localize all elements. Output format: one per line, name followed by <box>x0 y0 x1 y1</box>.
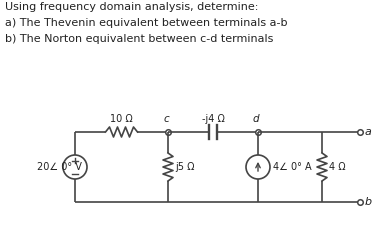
Text: b) The Norton equivalent between c-d terminals: b) The Norton equivalent between c-d ter… <box>5 34 273 44</box>
Text: 4 Ω: 4 Ω <box>329 162 346 172</box>
Text: b: b <box>365 197 372 207</box>
Text: j5 Ω: j5 Ω <box>175 162 194 172</box>
Text: 10 Ω: 10 Ω <box>110 114 133 124</box>
Text: c: c <box>163 114 169 124</box>
Text: 4∠ 0° A: 4∠ 0° A <box>273 162 312 172</box>
Text: -j4 Ω: -j4 Ω <box>202 114 224 124</box>
Text: Using frequency domain analysis, determine:: Using frequency domain analysis, determi… <box>5 2 258 12</box>
Text: 20∠ 0° V: 20∠ 0° V <box>37 162 82 172</box>
Text: a: a <box>365 127 372 137</box>
Text: a) The Thevenin equivalent between terminals a-b: a) The Thevenin equivalent between termi… <box>5 18 287 28</box>
Text: d: d <box>253 114 259 124</box>
